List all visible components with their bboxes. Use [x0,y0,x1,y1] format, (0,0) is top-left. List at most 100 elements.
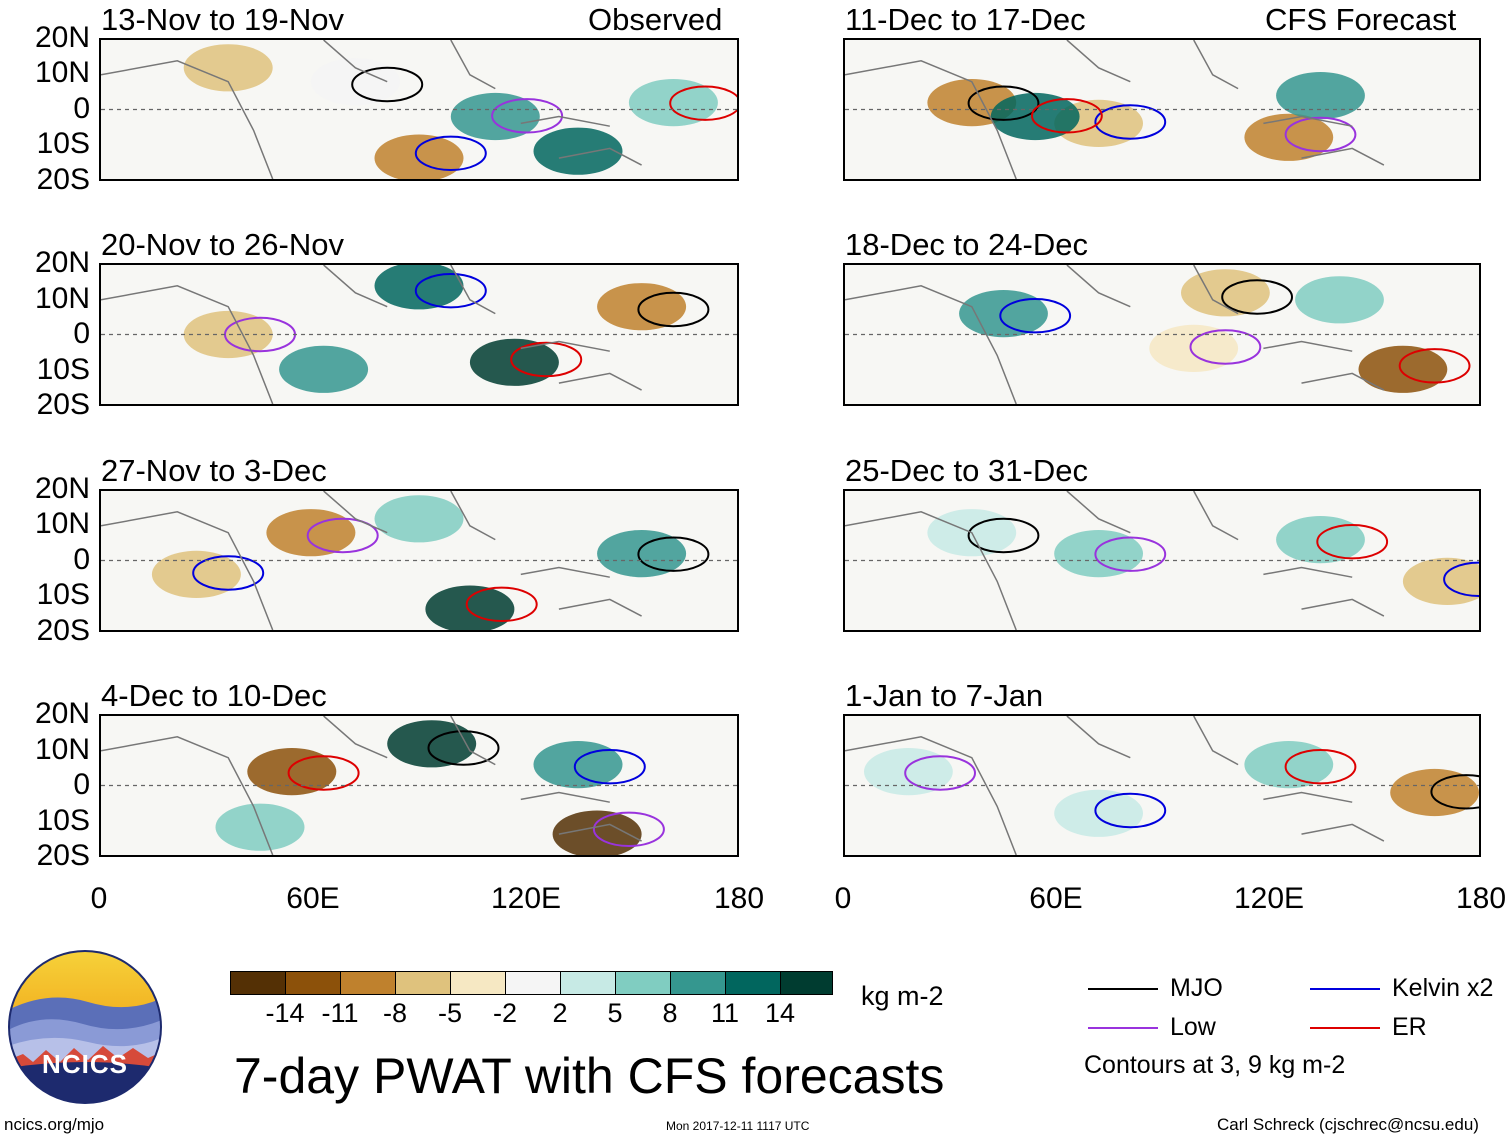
colorbar-swatch-4 [450,971,506,995]
map-panel [99,263,739,406]
contour-loop [306,517,379,554]
y-label: 20S [36,388,90,421]
colorbar-swatch-7 [615,971,671,995]
colorbar-swatch-3 [395,971,451,995]
coastline [845,265,1385,404]
contour-loop [669,85,737,121]
pwat-anomaly-blob [1402,557,1479,605]
x-label: 60E [286,882,340,915]
pwat-anomaly-blob [374,134,464,179]
map-panel-graphic [101,491,737,630]
colorbar-label: -5 [437,998,462,1028]
y-label: 20S [36,163,90,196]
colorbar-swatch-6 [560,971,616,995]
colorbar-units: kg m-2 [861,981,944,1011]
y-label: 10N [34,733,90,766]
contour-loop [573,749,646,785]
contour-loop [192,555,265,591]
colorbar-swatch-5 [505,971,561,995]
contour-loop [967,517,1040,554]
pwat-anomaly-blob [1054,789,1143,837]
x-label: 0 [90,882,108,915]
pwat-anomaly-blob [1054,530,1143,578]
pwat-anomaly-blob [533,741,623,789]
y-label: 20N [34,697,90,730]
map-panel-graphic [101,265,737,404]
x-label: 180 [713,882,765,915]
footer-author: Carl Schreck (cjschrec@ncsu.edu) [1217,1115,1479,1134]
pwat-anomaly-blob [990,92,1080,141]
contour-loop [414,135,487,172]
y-label: 0 [73,768,90,801]
colorbar-label: -11 [321,998,359,1028]
pwat-anomaly-blob [425,585,515,630]
colorbar-label: -8 [382,998,407,1028]
colorbar-label: -2 [492,998,517,1028]
pwat-anomaly-blob [864,748,953,796]
colorbar-label: 8 [662,998,678,1028]
contour-loop [491,98,564,134]
pwat-anomaly-blob [1390,768,1479,817]
contour-loop [637,536,710,572]
contour-loop [1094,536,1167,572]
colorbar-swatch-2 [340,971,396,995]
contour-loop [465,586,538,623]
main-title: 7-day PWAT with CFS forecasts [234,1048,945,1104]
colorbar-swatch-10 [780,971,833,995]
footer-timestamp: Mon 2017-12-11 1117 UTC [666,1119,810,1133]
contour-loop [1189,329,1262,365]
map-panel-graphic [845,265,1479,404]
contour-loop [510,341,583,378]
map-panel [99,714,739,857]
coastline [845,40,1385,179]
contour-loop [1316,524,1389,560]
pwat-anomaly-blob [1358,345,1448,393]
contour-loop [287,755,360,791]
legend-label-kelvin: Kelvin x2 [1392,974,1494,1002]
pwat-anomaly-blob [597,283,687,331]
coastline [101,265,642,404]
footer-url[interactable]: ncics.org/mjo [4,1115,105,1134]
panel-title: 18-Dec to 24-Dec [845,227,1088,262]
colorbar-swatch-8 [670,971,726,995]
panel-title: 25-Dec to 31-Dec [845,453,1088,488]
pwat-anomaly-blob [469,338,559,386]
contour-loop [592,811,665,848]
y-label: 20S [36,839,90,872]
contour-loop [1094,792,1167,829]
ncics-logo-icon [8,950,162,1104]
x-label: 120E [490,882,562,915]
map-panel [843,489,1481,632]
pwat-anomaly-blob [279,345,369,393]
coastline [101,716,642,855]
legend-label-low: Low [1170,1013,1216,1041]
cfs-forecast-header: CFS Forecast [1265,2,1457,37]
x-label: 120E [1233,882,1305,915]
colorbar-label: 11 [710,998,740,1028]
y-label: 10N [34,56,90,89]
map-panel [843,714,1481,857]
pwat-anomaly-blob [151,550,241,598]
y-label: 10S [36,353,90,386]
pwat-anomaly-blob [1295,276,1384,324]
legend-line-low [1088,1027,1158,1029]
x-label: 180 [1455,882,1507,915]
y-label: 0 [73,92,90,125]
panel-title: 1-Jan to 7-Jan [845,678,1044,713]
contour-loop [1398,348,1471,384]
coastline [845,491,1385,630]
map-panel [99,489,739,632]
colorbar-label: 14 [764,998,796,1028]
coastline [101,40,642,179]
pwat-anomaly-blob [597,530,687,578]
contour-loop [1094,104,1167,140]
colorbar-label: 5 [607,998,623,1028]
contour-loop [1221,279,1294,315]
panel-title: 11-Dec to 17-Dec [845,2,1086,37]
pwat-anomaly-blob [387,720,477,768]
colorbar-swatch-9 [725,971,781,995]
observed-header: Observed [588,2,723,37]
pwat-anomaly-blob [266,509,356,557]
map-panel [99,38,739,181]
contour-loop [414,273,487,309]
